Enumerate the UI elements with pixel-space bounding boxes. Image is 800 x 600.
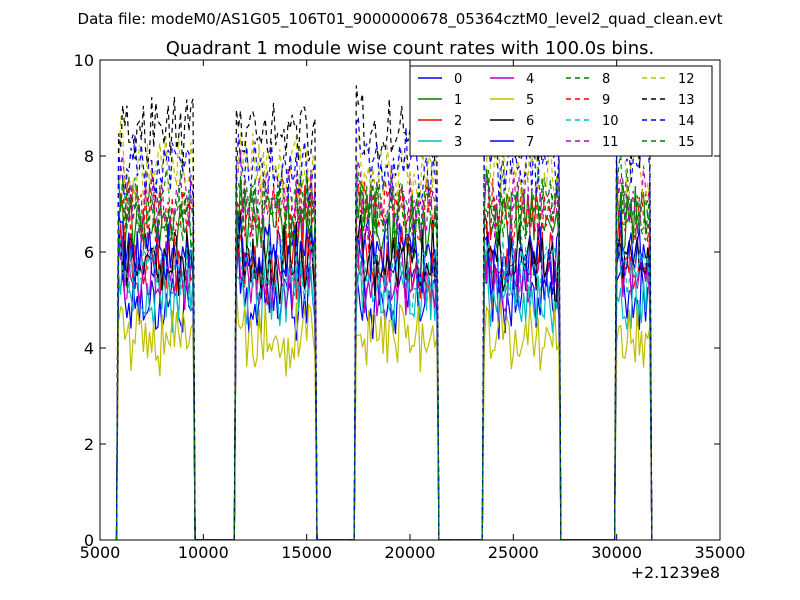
series-line-8 xyxy=(115,154,653,540)
series-line-12 xyxy=(115,115,653,540)
x-tick-label: 30000 xyxy=(591,543,642,562)
x-tick-label: 20000 xyxy=(385,543,436,562)
axis-layer: 5000 10000 15000 20000 25000 30000 35000 0 2 4 6 8 1… xyxy=(74,51,746,562)
legend-label-3: 3 xyxy=(454,135,462,150)
legend-label-0: 0 xyxy=(454,72,462,87)
legend-label-13: 13 xyxy=(678,93,695,108)
x-tick-label: 35000 xyxy=(695,543,746,562)
series-line-2 xyxy=(115,218,653,540)
plot-frame xyxy=(99,59,721,541)
legend-label-10: 10 xyxy=(602,114,619,129)
legend-label-6: 6 xyxy=(526,114,534,129)
y-tick-label: 6 xyxy=(84,243,94,262)
legend-label-11: 11 xyxy=(602,135,619,150)
x-tick-label: 10000 xyxy=(178,543,229,562)
series-line-13 xyxy=(115,85,653,540)
y-tick-label: 4 xyxy=(84,339,94,358)
legend-label-9: 9 xyxy=(602,93,610,108)
x-tick-label: 5000 xyxy=(80,543,121,562)
series-line-0 xyxy=(115,245,653,540)
legend-label-5: 5 xyxy=(526,93,534,108)
chart-title: Quadrant 1 module wise count rates with … xyxy=(166,38,655,59)
legend-label-7: 7 xyxy=(526,135,534,150)
y-tick-label: 8 xyxy=(84,147,94,166)
y-tick-label: 0 xyxy=(84,531,94,550)
series-line-9 xyxy=(115,166,653,540)
series-line-6 xyxy=(115,210,653,540)
data-file-label: Data file: modeM0/AS1G05_106T01_90000006… xyxy=(78,10,723,29)
x-axis-offset-label: +2.1239e8 xyxy=(631,563,720,582)
series-line-11 xyxy=(115,149,653,540)
series-layer xyxy=(115,85,653,540)
x-tick-label: 15000 xyxy=(281,543,332,562)
legend-label-14: 14 xyxy=(678,114,695,129)
y-tick-label: 2 xyxy=(84,435,94,454)
series-line-7 xyxy=(115,210,653,540)
x-tick-label: 25000 xyxy=(488,543,539,562)
series-line-5 xyxy=(115,289,653,540)
legend-label-15: 15 xyxy=(678,135,695,150)
legend-label-1: 1 xyxy=(454,93,462,108)
legend-label-12: 12 xyxy=(678,72,695,87)
legend-label-4: 4 xyxy=(526,72,534,87)
series-line-1 xyxy=(115,168,653,540)
legend-label-8: 8 xyxy=(602,72,610,87)
y-tick-label: 10 xyxy=(74,51,94,70)
legend-label-2: 2 xyxy=(454,114,462,129)
